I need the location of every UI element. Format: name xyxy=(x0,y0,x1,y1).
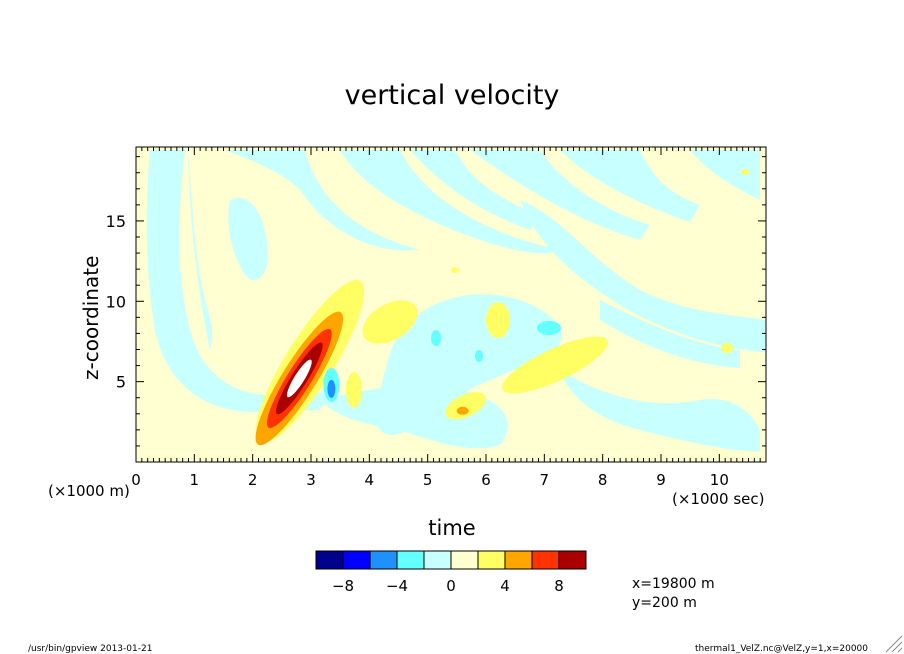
negative-band xyxy=(560,150,700,222)
x-tick-label: 2 xyxy=(248,471,258,489)
colorbar-swatch xyxy=(423,550,452,570)
negative-band xyxy=(560,370,760,452)
yellow-lobe xyxy=(346,372,362,408)
position-y-label: y=200 m xyxy=(632,595,697,611)
x-tick-label: 8 xyxy=(598,471,608,489)
negative-band xyxy=(690,150,760,200)
footer-left: /usr/bin/gpview 2013-01-21 xyxy=(28,644,152,654)
x-tick-label: 1 xyxy=(190,471,200,489)
negative-band xyxy=(225,150,420,251)
colorbar-swatch xyxy=(342,550,371,570)
x-axis: 0 1 2 3 4 5 6 7 8 9 10 xyxy=(131,147,767,489)
colorbar-tick-label: 4 xyxy=(500,577,510,595)
chart-title: vertical velocity xyxy=(345,80,560,111)
colorbar-swatch xyxy=(504,550,533,570)
footer-right: thermal1_VelZ.nc@VelZ,y=1,x=20000 xyxy=(695,644,868,654)
colorbar-swatch xyxy=(396,550,425,570)
negative-band xyxy=(146,150,330,412)
colorbar-tick-label: −4 xyxy=(386,577,408,595)
colorbar-swatch xyxy=(531,550,560,570)
y-axis: 5 10 15 xyxy=(106,156,766,463)
x-axis-label: time xyxy=(428,516,475,540)
negative-band xyxy=(228,197,269,281)
y-axis-unit: (×1000 m) xyxy=(48,482,130,500)
colorbar: −8 −4 0 4 8 xyxy=(315,550,587,595)
negative-band xyxy=(520,200,766,352)
y-tick-label: 5 xyxy=(116,373,126,392)
x-tick-label: 0 xyxy=(131,471,141,489)
downdraft-core xyxy=(327,379,336,398)
colorbar-tick-label: −8 xyxy=(332,577,354,595)
plume-contour xyxy=(286,359,312,398)
weak-updraft xyxy=(445,392,487,420)
x-axis-unit: (×1000 sec) xyxy=(672,490,765,508)
yellow-lobe xyxy=(486,302,510,338)
plot-area xyxy=(135,146,767,463)
colorbar-swatch xyxy=(477,550,506,570)
x-tick-label: 4 xyxy=(365,471,375,489)
y-tick-label: 15 xyxy=(106,212,126,231)
yellow-lobe xyxy=(721,343,733,353)
x-tick-label: 7 xyxy=(540,471,550,489)
x-tick-label: 10 xyxy=(710,471,729,489)
y-tick-label: 10 xyxy=(106,292,126,311)
weak-updraft-core xyxy=(456,406,469,415)
yellow-lobe xyxy=(741,169,749,175)
yellow-lobe xyxy=(502,336,608,394)
y-axis-label: z-coordinate xyxy=(79,256,103,380)
cyan-cell xyxy=(431,330,441,346)
colorbar-tick-label: 8 xyxy=(554,577,564,595)
resize-grip-icon[interactable] xyxy=(885,635,903,653)
colorbar-swatch xyxy=(450,550,479,570)
cyan-cell xyxy=(475,350,483,362)
yellow-lobe xyxy=(362,300,418,344)
negative-band xyxy=(600,300,740,368)
colorbar-swatch xyxy=(369,550,398,570)
negative-band xyxy=(188,150,213,350)
x-tick-label: 3 xyxy=(306,471,316,489)
x-tick-label: 5 xyxy=(423,471,433,489)
colorbar-swatch xyxy=(315,550,344,570)
colorbar-tick-label: 0 xyxy=(446,577,456,595)
updraft-plume xyxy=(255,279,365,446)
colorbar-swatch xyxy=(558,550,587,570)
negative-band xyxy=(340,150,560,254)
x-tick-label: 9 xyxy=(656,471,666,489)
x-tick-label: 6 xyxy=(481,471,491,489)
cyan-cell xyxy=(537,321,561,335)
position-x-label: x=19800 m xyxy=(632,576,715,592)
contour-fields xyxy=(146,150,766,452)
negative-band xyxy=(470,150,650,240)
yellow-lobe xyxy=(451,267,459,273)
negative-band xyxy=(410,150,540,230)
